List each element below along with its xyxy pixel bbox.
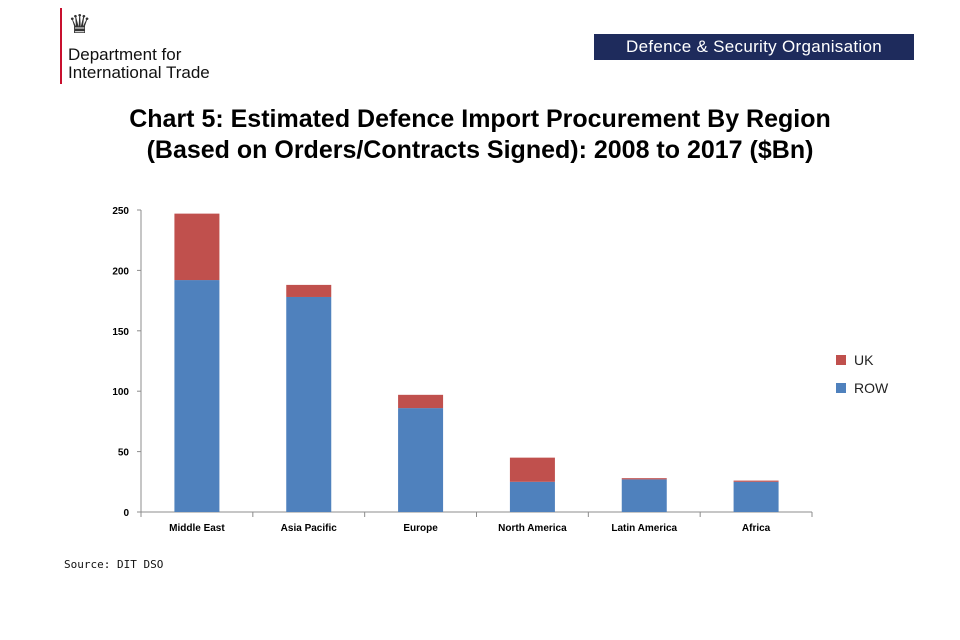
source-note: Source: DIT DSO [64,558,164,571]
x-tick-label: Asia Pacific [281,523,338,534]
chart-legend: UK ROW [836,346,888,402]
legend-item: ROW [836,374,888,402]
legend-swatch [836,383,846,393]
x-tick-label: Middle East [169,523,225,534]
bar-uk-africa [733,480,779,482]
legend-item: UK [836,346,888,374]
bar-row-middle-east [174,280,220,512]
logo-red-rule [60,8,62,84]
y-tick-label: 0 [123,508,129,519]
chart-title-line-1: Chart 5: Estimated Defence Import Procur… [129,105,831,133]
x-tick-label: Latin America [611,523,677,534]
dit-logo: ♛ Department for International Trade [60,8,260,88]
bar-uk-latin-america [621,478,667,480]
y-tick-label: 250 [112,206,129,217]
bar-row-north-america [509,481,555,512]
organisation-badge: Defence & Security Organisation [594,34,914,60]
y-tick-label: 50 [118,448,130,459]
royal-crest-icon: ♛ [68,9,92,39]
chart-title: Chart 5: Estimated Defence Import Procur… [40,104,920,166]
bar-row-latin-america [621,479,667,512]
x-tick-label: Africa [742,523,771,534]
x-tick-label: North America [498,523,567,534]
bar-uk-europe [398,394,444,409]
legend-swatch [836,355,846,365]
bar-row-africa [733,481,779,512]
y-tick-label: 200 [112,266,129,277]
bar-row-asia-pacific [286,296,332,512]
department-name: Department for International Trade [68,45,210,82]
legend-label: UK [854,352,874,368]
chart-title-line-2: (Based on Orders/Contracts Signed): 2008… [146,136,814,164]
bar-uk-middle-east [174,213,220,281]
x-tick-label: Europe [403,523,438,534]
bar-uk-asia-pacific [286,284,332,297]
bar-row-europe [398,408,444,512]
y-tick-label: 100 [112,387,129,398]
legend-label: ROW [854,380,889,396]
y-tick-label: 150 [112,327,129,338]
bar-uk-north-america [509,457,555,482]
